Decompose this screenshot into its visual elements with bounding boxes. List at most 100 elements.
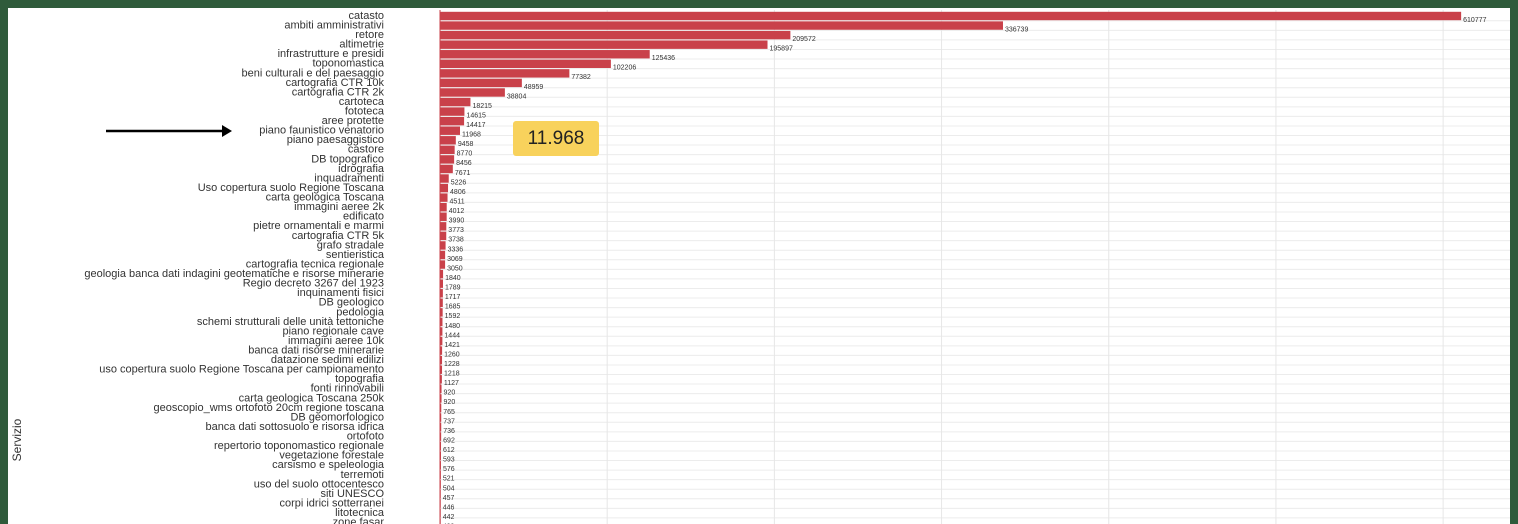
value-label: 920 xyxy=(444,399,456,406)
arrow-head xyxy=(222,125,232,137)
bar xyxy=(440,30,791,40)
y-tick-label: cartoteca xyxy=(339,96,385,108)
bar xyxy=(440,174,449,183)
value-label: 1592 xyxy=(445,313,461,320)
bar xyxy=(440,88,505,97)
y-tick-label: cartografia CTR 2k xyxy=(292,86,385,98)
value-label: 4511 xyxy=(450,198,465,205)
value-label: 1480 xyxy=(444,323,460,330)
value-label: 336739 xyxy=(1005,26,1028,33)
y-tick-label: DB topografico xyxy=(311,153,384,165)
bar xyxy=(440,394,442,403)
bar xyxy=(440,145,455,155)
value-label: 9458 xyxy=(458,141,474,148)
y-tick-label: banca dati sottosuolo e risorsa idrica xyxy=(205,421,384,433)
y-tick-label: topografia xyxy=(335,373,385,385)
bar xyxy=(440,422,442,432)
y-tick-label: infrastrutture e presidi xyxy=(278,48,384,60)
value-label: 3069 xyxy=(447,256,463,263)
value-label: 18215 xyxy=(472,103,492,110)
y-tick-label: idrografia xyxy=(338,163,385,175)
value-label: 920 xyxy=(444,390,456,397)
value-label: 5226 xyxy=(451,179,467,186)
bar xyxy=(440,250,446,260)
y-tick-label: beni culturali e del paesaggio xyxy=(242,67,385,79)
y-tick-label: carta geologica Toscana 250k xyxy=(239,392,385,404)
y-tick-label: vegetazione forestale xyxy=(279,450,384,462)
callout-text: 11.968 xyxy=(528,128,585,149)
bar xyxy=(440,203,447,212)
bar xyxy=(440,164,453,174)
y-tick-label: immagini aeree 10k xyxy=(288,335,384,347)
bar xyxy=(440,355,443,365)
y-tick-label: cartografia CTR 5k xyxy=(292,230,385,242)
y-tick-label: terremoti xyxy=(341,469,384,481)
y-tick-label: datazione sedimi edilizi xyxy=(271,354,384,366)
bar xyxy=(440,21,1003,30)
value-label: 1421 xyxy=(444,342,460,349)
value-label: 102206 xyxy=(613,65,636,72)
bar xyxy=(440,116,465,126)
y-tick-label: immagini aeree 2k xyxy=(294,201,384,213)
y-tick-label: DB geomorfologico xyxy=(290,411,384,423)
value-label: 1789 xyxy=(445,285,461,292)
value-label: 457 xyxy=(443,495,455,502)
y-tick-label: piano faunistico venatorio xyxy=(259,125,384,137)
y-tick-label: geologia banca dati indagini geotematich… xyxy=(84,268,384,280)
y-tick-label: pedologia xyxy=(336,306,385,318)
y-tick-label: DB geologico xyxy=(319,297,384,309)
value-label: 8456 xyxy=(456,160,472,167)
bar xyxy=(440,97,471,107)
value-label: 1127 xyxy=(444,380,459,387)
y-tick-label: grafo stradale xyxy=(317,239,384,251)
bar xyxy=(440,298,443,307)
value-label: 612 xyxy=(443,447,455,454)
y-tick-label: retore xyxy=(355,29,384,41)
value-label: 3050 xyxy=(447,265,463,272)
bar xyxy=(440,327,443,336)
bar xyxy=(440,365,443,374)
y-tick-label: piano paesaggistico xyxy=(287,134,384,146)
y-tick-label: repertorio toponomastico regionale xyxy=(214,440,384,452)
value-label: 765 xyxy=(443,409,455,416)
y-tick-label: schemi strutturali delle unità tettonich… xyxy=(197,316,384,328)
value-label: 3738 xyxy=(448,237,464,244)
y-tick-label: litotecnica xyxy=(335,507,385,519)
value-label: 692 xyxy=(443,437,455,444)
value-label: 593 xyxy=(443,457,455,464)
value-label: 7671 xyxy=(455,170,471,177)
y-tick-label: carsismo e speleologia xyxy=(272,459,385,471)
y-tick-label: piano regionale cave xyxy=(282,325,384,337)
bar xyxy=(440,289,443,298)
y-tick-label: toponomastica xyxy=(312,58,384,70)
bar xyxy=(440,260,446,269)
y-tick-label: catasto xyxy=(349,10,384,22)
bar xyxy=(440,212,447,221)
value-label: 1218 xyxy=(444,371,460,378)
value-label: 125436 xyxy=(652,55,675,62)
y-tick-label: inquadramenti xyxy=(314,172,384,184)
chart-background xyxy=(8,8,1510,524)
bar xyxy=(440,375,442,384)
value-label: 736 xyxy=(443,428,455,435)
value-label: 3336 xyxy=(448,246,464,253)
value-label: 504 xyxy=(443,485,455,492)
value-label: 195897 xyxy=(770,46,793,53)
bar xyxy=(440,432,442,441)
value-label: 1685 xyxy=(445,304,461,311)
value-label: 1444 xyxy=(444,332,460,339)
y-tick-label: siti UNESCO xyxy=(320,488,384,500)
y-tick-label: corpi idrici sotterranei xyxy=(279,497,384,509)
y-tick-label: ambiti amministrativi xyxy=(284,19,384,31)
y-tick-label: Uso copertura suolo Regione Toscana xyxy=(198,182,385,194)
y-tick-label: fototeca xyxy=(345,106,385,118)
value-label: 209572 xyxy=(792,36,815,43)
y-tick-label: cartografia tecnica regionale xyxy=(246,258,384,270)
value-label: 14417 xyxy=(466,122,486,129)
y-tick-label: carta geologica Toscana xyxy=(266,192,385,204)
value-label: 11968 xyxy=(462,132,481,139)
bar xyxy=(440,403,442,413)
bar xyxy=(440,50,650,59)
y-tick-label: sentieristica xyxy=(326,249,385,261)
